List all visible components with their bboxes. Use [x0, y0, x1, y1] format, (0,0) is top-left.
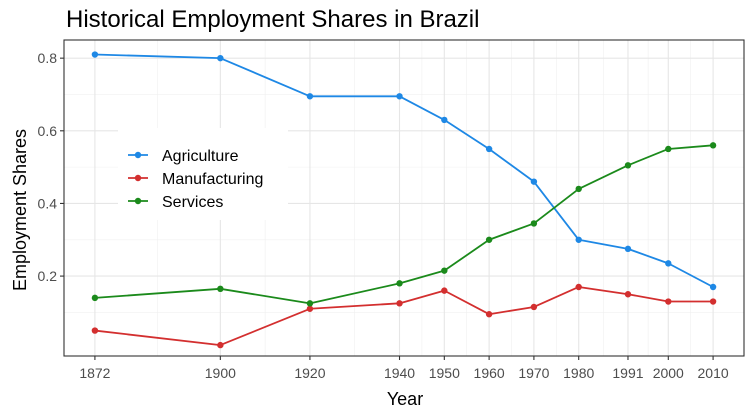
data-point-services	[624, 162, 632, 169]
legend-key-point	[134, 174, 142, 182]
series-agriculture	[91, 51, 717, 291]
data-point-services	[709, 142, 717, 149]
data-point-services	[217, 285, 224, 293]
y-tick-label: 0.2	[38, 268, 58, 284]
legend-label: Manufacturing	[162, 171, 263, 188]
panel-border	[63, 39, 745, 357]
data-point-manufacturing	[665, 298, 672, 305]
x-tick-label: 1900	[205, 365, 236, 381]
data-point-services	[575, 185, 582, 193]
data-point-agriculture	[624, 245, 632, 253]
data-point-manufacturing	[441, 287, 448, 294]
legend-item-services: Services	[128, 194, 223, 211]
x-tick-label: 2010	[698, 365, 729, 381]
data-point-manufacturing	[306, 305, 314, 312]
chart-title: Historical Employment Shares in Brazil	[66, 6, 480, 33]
legend-label: Services	[162, 194, 223, 211]
data-point-manufacturing	[485, 311, 493, 318]
data-point-manufacturing	[530, 303, 538, 311]
data-point-services	[665, 145, 672, 153]
data-point-agriculture	[396, 93, 403, 100]
data-point-manufacturing	[91, 327, 99, 334]
y-tick-label: 0.6	[38, 123, 58, 139]
data-point-agriculture	[91, 51, 99, 58]
data-point-agriculture	[485, 145, 493, 153]
legend: Agriculture Manufacturing Services	[118, 128, 288, 220]
data-point-manufacturing	[396, 300, 403, 307]
data-point-manufacturing	[624, 291, 632, 298]
x-tick-label: 1872	[79, 365, 110, 381]
series-manufacturing	[91, 283, 717, 349]
axis-ticks	[60, 57, 714, 360]
y-tick-label: 0.4	[38, 195, 58, 211]
x-axis-title: Year	[387, 389, 423, 409]
legend-background	[118, 128, 288, 220]
x-tick-label: 1950	[429, 365, 460, 381]
series-services	[91, 142, 717, 307]
data-point-agriculture	[217, 54, 224, 62]
x-tick-label: 1920	[294, 365, 325, 381]
series-layer	[91, 51, 717, 349]
legend-item-manufacturing: Manufacturing	[128, 171, 263, 188]
data-point-services	[396, 280, 403, 287]
legend-label: Agriculture	[162, 148, 239, 165]
data-point-services	[91, 294, 99, 302]
x-tick-labels: 1872 1900 1920 1940 1950 1960 1970 1980 1991 2000…	[79, 365, 729, 381]
legend-key-point	[134, 197, 142, 205]
data-point-manufacturing	[575, 283, 582, 291]
x-tick-label: 1991	[612, 365, 643, 381]
x-tick-label: 2000	[653, 365, 684, 381]
legend-key-point	[134, 151, 142, 159]
x-tick-label: 1960	[474, 365, 505, 381]
data-point-agriculture	[709, 283, 717, 291]
data-point-agriculture	[575, 236, 582, 243]
data-point-agriculture	[441, 116, 448, 124]
data-point-services	[530, 220, 538, 227]
data-point-agriculture	[306, 93, 314, 100]
legend-item-agriculture: Agriculture	[128, 148, 239, 165]
data-point-services	[306, 300, 314, 307]
panel-frame	[63, 39, 745, 357]
y-tick-labels: 0.2 0.4 0.6 0.8	[38, 50, 58, 284]
y-axis-title: Employment Shares	[10, 129, 30, 291]
x-tick-label: 1980	[563, 365, 594, 381]
data-point-services	[441, 267, 448, 274]
data-point-manufacturing	[709, 298, 717, 305]
data-point-agriculture	[665, 260, 672, 267]
y-tick-label: 0.8	[38, 50, 58, 66]
data-point-agriculture	[530, 178, 538, 185]
x-tick-label: 1970	[518, 365, 549, 381]
data-point-services	[485, 236, 493, 243]
x-tick-label: 1940	[384, 365, 415, 381]
data-point-manufacturing	[217, 341, 224, 349]
